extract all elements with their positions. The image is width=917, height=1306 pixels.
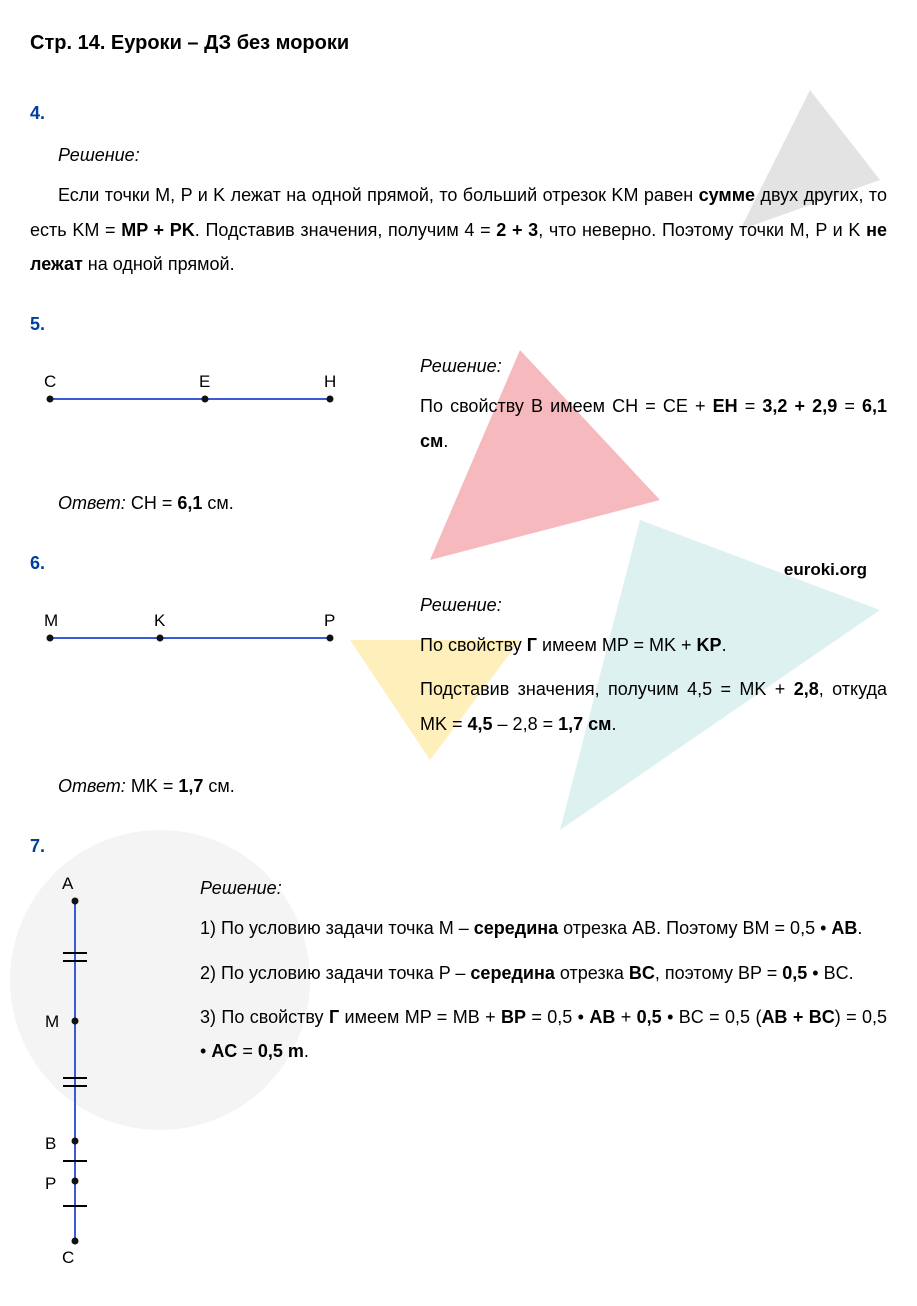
problem-number: 6. [30, 546, 887, 580]
problem-7-step2: 2) По условию задачи точка P – середина … [200, 956, 887, 990]
problem-5-answer: Ответ: CH = 6,1 см. [58, 486, 887, 520]
solution-label: Решение: [200, 871, 887, 905]
svg-text:M: M [45, 1012, 59, 1031]
svg-text:B: B [45, 1134, 56, 1153]
segment-diagram-mkp: M K P [30, 588, 380, 668]
watermark-url: euroki.org [784, 554, 867, 586]
problem-4-text: Если точки M, P и K лежат на одной прямо… [30, 178, 887, 281]
svg-text:P: P [45, 1174, 56, 1193]
problem-6-answer: Ответ: MK = 1,7 см. [58, 769, 887, 803]
problem-7-step1: 1) По условию задачи точка M – середина … [200, 911, 887, 945]
svg-text:H: H [324, 372, 336, 391]
svg-text:C: C [44, 372, 56, 391]
problem-5-text: По свойству В имеем CH = CE + EH = 3,2 +… [420, 389, 887, 457]
problem-7-step3: 3) По свойству Г имеем MP = MB + BP = 0,… [200, 1000, 887, 1068]
problem-number: 5. [30, 307, 887, 341]
segment-diagram-ambpc: A M B P C [30, 871, 150, 1271]
problem-6-text: По свойству Г имеем MP = MK + KP. [420, 628, 887, 662]
svg-text:M: M [44, 611, 58, 630]
svg-text:E: E [199, 372, 210, 391]
solution-label: Решение: [420, 349, 887, 383]
problem-6-text: Подставив значения, получим 4,5 = MK + 2… [420, 672, 887, 740]
page-title: Стр. 14. Еуроки – ДЗ без мороки [30, 24, 887, 62]
svg-text:P: P [324, 611, 335, 630]
solution-label: Решение: [58, 138, 887, 172]
svg-text:K: K [154, 611, 166, 630]
svg-text:C: C [62, 1248, 74, 1267]
svg-text:A: A [62, 874, 74, 893]
solution-label: Решение: [420, 588, 887, 622]
problem-number: 7. [30, 829, 887, 863]
problem-number: 4. [30, 96, 887, 130]
segment-diagram-ceh: C E H [30, 349, 380, 429]
